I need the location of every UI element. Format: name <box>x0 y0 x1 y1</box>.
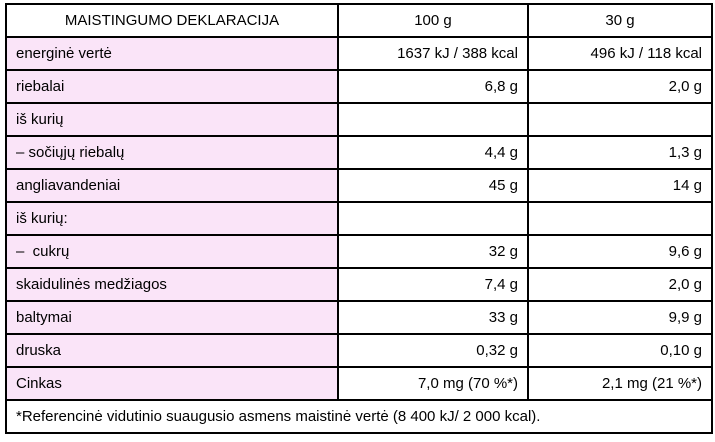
value-per-30g: 2,0 g <box>527 69 713 104</box>
value-per-100g: 33 g <box>337 300 529 335</box>
table-row-is-kuriu: iš kurių <box>5 102 713 137</box>
nutrient-label: baltymai <box>5 300 339 335</box>
value-per-30g: 2,0 g <box>527 267 713 302</box>
table-row-cinkas: Cinkas 7,0 mg (70 %*) 2,1 mg (21 %*) <box>5 366 713 401</box>
table-row-sociuju-riebalu: – sočiųjų riebalų 4,4 g 1,3 g <box>5 135 713 170</box>
nutrient-label: Cinkas <box>5 366 339 401</box>
value-per-30g: 14 g <box>527 168 713 203</box>
value-per-30g <box>527 201 713 236</box>
table-row-druska: druska 0,32 g 0,10 g <box>5 333 713 368</box>
nutrient-label: iš kurių <box>5 102 339 137</box>
header-row: MAISTINGUMO DEKLARACIJA 100 g 30 g <box>5 3 713 38</box>
nutrition-declaration-table-wrap: MAISTINGUMO DEKLARACIJA 100 g 30 g energ… <box>5 3 713 434</box>
table-row-skaidulines-medziagos: skaidulinės medžiagos 7,4 g 2,0 g <box>5 267 713 302</box>
table-row-energine-verte: energinė vertė 1637 kJ / 388 kcal 496 kJ… <box>5 36 713 71</box>
value-per-100g: 1637 kJ / 388 kcal <box>337 36 529 71</box>
table-row-baltymai: baltymai 33 g 9,9 g <box>5 300 713 335</box>
nutrient-label: – sočiųjų riebalų <box>5 135 339 170</box>
table-row-is-kuriu-2: iš kurių: <box>5 201 713 236</box>
nutrient-label: riebalai <box>5 69 339 104</box>
value-per-100g: 6,8 g <box>337 69 529 104</box>
nutrition-declaration-table: MAISTINGUMO DEKLARACIJA 100 g 30 g energ… <box>5 3 713 434</box>
table-row-cukru: – cukrų 32 g 9,6 g <box>5 234 713 269</box>
value-per-30g: 496 kJ / 118 kcal <box>527 36 713 71</box>
value-per-30g: 1,3 g <box>527 135 713 170</box>
value-per-100g: 0,32 g <box>337 333 529 368</box>
nutrient-label: iš kurių: <box>5 201 339 236</box>
nutrient-label: skaidulinės medžiagos <box>5 267 339 302</box>
value-per-30g: 9,9 g <box>527 300 713 335</box>
reference-footnote: *Referencinė vidutinio suaugusio asmens … <box>5 399 713 434</box>
value-per-100g: 32 g <box>337 234 529 269</box>
table-row-angliavandeniai: angliavandeniai 45 g 14 g <box>5 168 713 203</box>
value-per-100g <box>337 102 529 137</box>
column-header-100g: 100 g <box>337 3 529 38</box>
footnote-row: *Referencinė vidutinio suaugusio asmens … <box>5 399 713 434</box>
value-per-100g: 7,0 mg (70 %*) <box>337 366 529 401</box>
nutrient-label: – cukrų <box>5 234 339 269</box>
table-title: MAISTINGUMO DEKLARACIJA <box>5 3 339 38</box>
value-per-100g: 45 g <box>337 168 529 203</box>
nutrient-label: energinė vertė <box>5 36 339 71</box>
value-per-30g: 0,10 g <box>527 333 713 368</box>
nutrient-label: angliavandeniai <box>5 168 339 203</box>
table-row-riebalai: riebalai 6,8 g 2,0 g <box>5 69 713 104</box>
value-per-30g: 2,1 mg (21 %*) <box>527 366 713 401</box>
value-per-100g: 4,4 g <box>337 135 529 170</box>
value-per-100g <box>337 201 529 236</box>
value-per-100g: 7,4 g <box>337 267 529 302</box>
value-per-30g <box>527 102 713 137</box>
nutrient-label: druska <box>5 333 339 368</box>
value-per-30g: 9,6 g <box>527 234 713 269</box>
column-header-30g: 30 g <box>527 3 713 38</box>
